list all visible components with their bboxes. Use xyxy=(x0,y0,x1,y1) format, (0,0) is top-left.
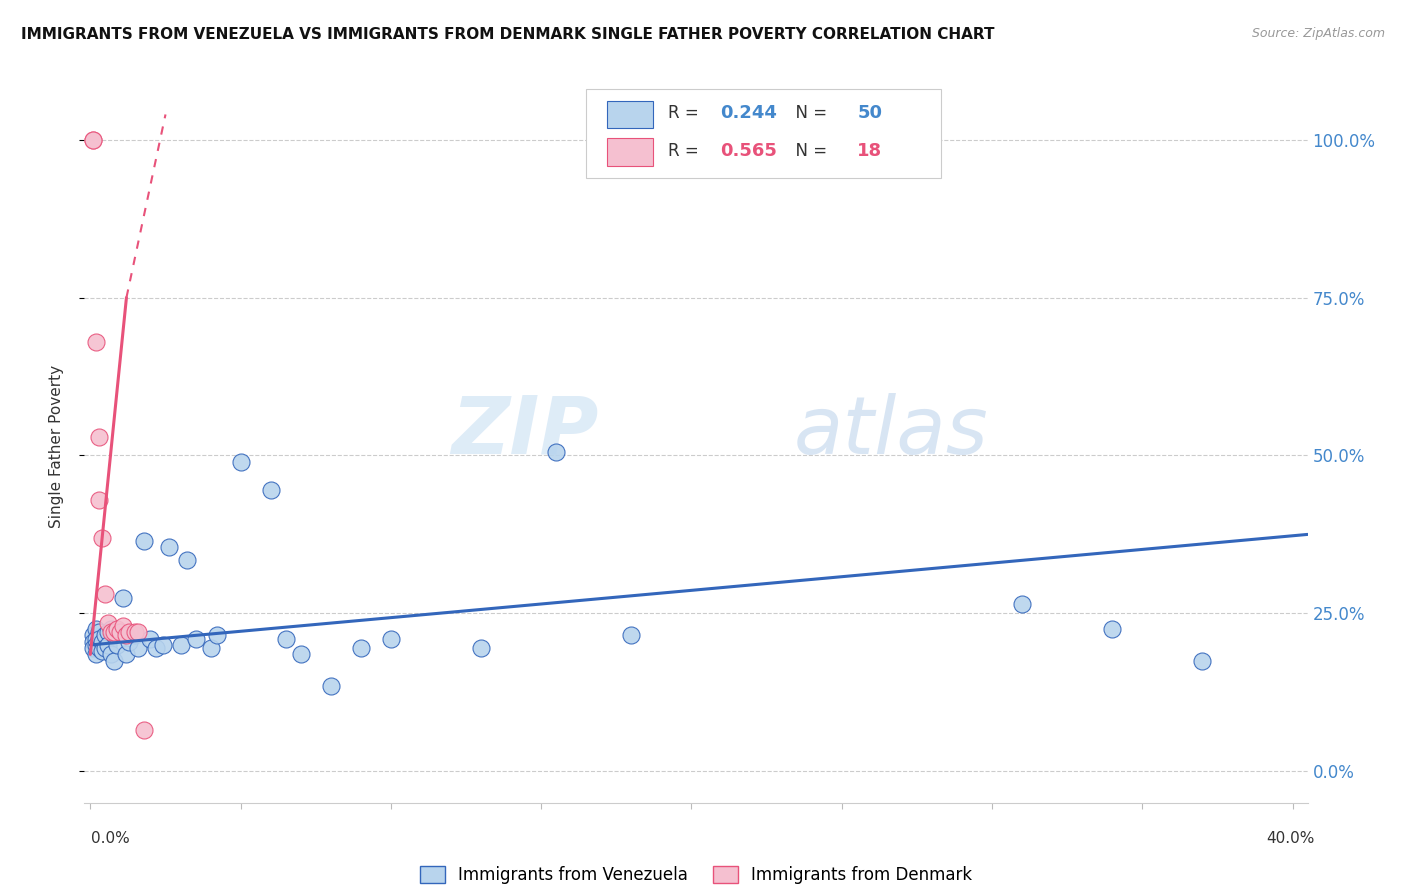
Point xyxy=(124,628,146,642)
Point xyxy=(1011,597,1033,611)
Text: N =: N = xyxy=(786,142,832,161)
Point xyxy=(86,638,108,652)
Point xyxy=(91,644,114,658)
FancyBboxPatch shape xyxy=(586,89,941,178)
Point xyxy=(89,632,111,646)
Point xyxy=(100,625,122,640)
Text: ZIP: ZIP xyxy=(451,392,598,471)
Point xyxy=(110,625,132,640)
Bar xyxy=(606,138,654,166)
Text: 0.244: 0.244 xyxy=(720,104,778,122)
Point xyxy=(97,638,120,652)
Text: R =: R = xyxy=(668,104,704,122)
Point xyxy=(89,429,111,443)
Text: N =: N = xyxy=(786,104,832,122)
Point xyxy=(100,622,122,636)
Point xyxy=(112,619,135,633)
Point xyxy=(470,641,492,656)
Point xyxy=(91,531,114,545)
Point xyxy=(546,445,568,459)
Point xyxy=(229,455,252,469)
Point xyxy=(97,615,120,630)
Bar xyxy=(606,101,654,128)
Point xyxy=(110,625,132,640)
Point xyxy=(152,638,174,652)
Point xyxy=(127,641,149,656)
Text: 50: 50 xyxy=(858,104,883,122)
Point xyxy=(1191,654,1213,668)
Point xyxy=(89,641,111,656)
Point xyxy=(94,641,117,656)
Point xyxy=(89,625,111,640)
Point xyxy=(82,133,104,147)
Point xyxy=(118,634,141,648)
Point xyxy=(380,632,402,646)
Point xyxy=(91,634,114,648)
Point xyxy=(350,641,373,656)
Point xyxy=(134,723,156,738)
Point xyxy=(94,628,117,642)
Point xyxy=(205,628,228,642)
Point xyxy=(145,641,167,656)
Point xyxy=(86,334,108,349)
Text: atlas: atlas xyxy=(794,392,988,471)
Point xyxy=(100,648,122,662)
Point xyxy=(118,625,141,640)
Text: R =: R = xyxy=(668,142,704,161)
Point xyxy=(134,533,156,548)
Point xyxy=(260,483,283,498)
Point xyxy=(82,641,104,656)
Text: 0.0%: 0.0% xyxy=(91,831,131,846)
Point xyxy=(115,628,138,642)
Point xyxy=(169,638,191,652)
Point xyxy=(290,648,312,662)
Point xyxy=(124,625,146,640)
Point xyxy=(82,628,104,642)
Text: Source: ZipAtlas.com: Source: ZipAtlas.com xyxy=(1251,27,1385,40)
Text: 0.565: 0.565 xyxy=(720,142,778,161)
Point xyxy=(86,648,108,662)
Point xyxy=(82,634,104,648)
Point xyxy=(1101,622,1123,636)
Text: 18: 18 xyxy=(858,142,883,161)
Point xyxy=(107,638,129,652)
Point xyxy=(112,591,135,605)
Point xyxy=(86,622,108,636)
Point xyxy=(82,133,104,147)
Y-axis label: Single Father Poverty: Single Father Poverty xyxy=(49,365,63,527)
Point xyxy=(97,625,120,640)
Point xyxy=(157,540,180,554)
Point xyxy=(115,648,138,662)
Point xyxy=(103,625,125,640)
Point xyxy=(103,628,125,642)
Point xyxy=(319,679,342,693)
Point xyxy=(89,492,111,507)
Point xyxy=(127,625,149,640)
Point xyxy=(274,632,297,646)
Text: 40.0%: 40.0% xyxy=(1267,831,1315,846)
Point xyxy=(94,587,117,601)
Point xyxy=(184,632,207,646)
Point xyxy=(620,628,643,642)
Point xyxy=(107,622,129,636)
Legend: Immigrants from Venezuela, Immigrants from Denmark: Immigrants from Venezuela, Immigrants fr… xyxy=(413,859,979,891)
Point xyxy=(200,641,222,656)
Point xyxy=(86,632,108,646)
Text: IMMIGRANTS FROM VENEZUELA VS IMMIGRANTS FROM DENMARK SINGLE FATHER POVERTY CORRE: IMMIGRANTS FROM VENEZUELA VS IMMIGRANTS … xyxy=(21,27,994,42)
Point xyxy=(139,632,162,646)
Point xyxy=(176,552,198,566)
Point xyxy=(103,654,125,668)
